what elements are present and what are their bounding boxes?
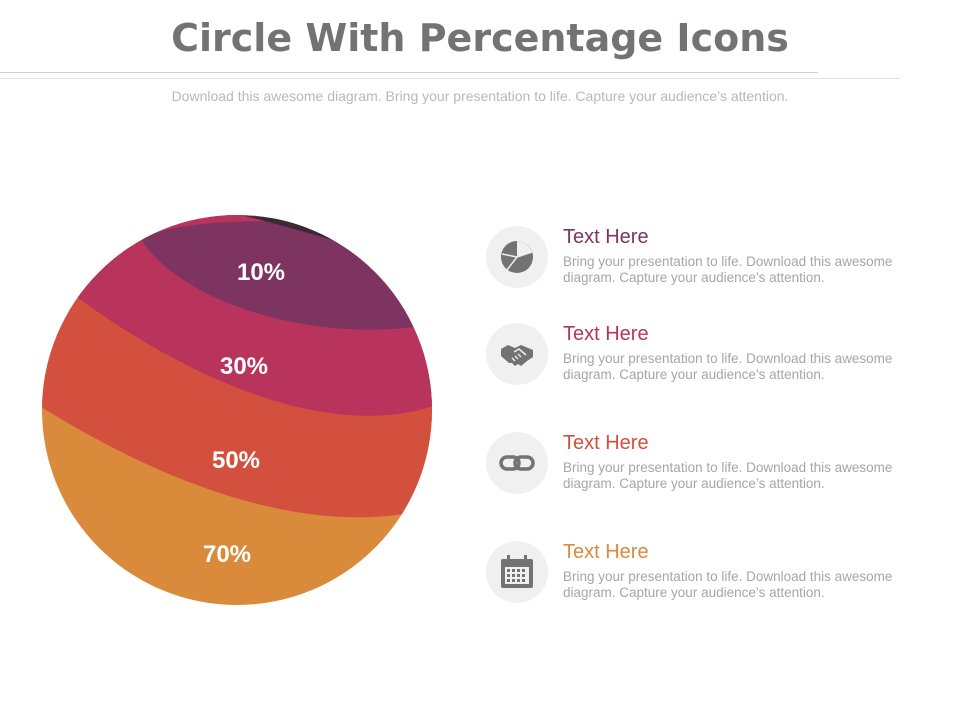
- handshake-icon: [501, 345, 533, 366]
- percentage-sphere: 10% 30% 50% 70%: [42, 215, 432, 605]
- band-label-30: 30%: [220, 353, 268, 380]
- item-title: Text Here: [563, 226, 649, 248]
- item-description: Bring your presentation to life. Downloa…: [563, 460, 893, 491]
- info-item-2: Text Here Bring your presentation to lif…: [486, 323, 926, 393]
- calendar-icon: [501, 555, 533, 588]
- title-divider: [0, 72, 818, 73]
- item-title: Text Here: [563, 432, 649, 454]
- page-title: Circle With Percentage Icons: [171, 16, 789, 60]
- link-icon: [499, 455, 535, 471]
- info-item-4: Text Here Bring your presentation to lif…: [486, 541, 926, 611]
- item-description: Bring your presentation to life. Downloa…: [563, 351, 893, 382]
- item-title: Text Here: [563, 323, 649, 345]
- band-label-50: 50%: [212, 447, 260, 474]
- icon-badge: [486, 541, 548, 603]
- info-item-1: Text Here Bring your presentation to lif…: [486, 226, 926, 296]
- icon-badge: [486, 323, 548, 385]
- band-label-70: 70%: [203, 541, 251, 568]
- item-description: Bring your presentation to life. Downloa…: [563, 254, 893, 285]
- pie-chart-icon: [501, 241, 533, 273]
- icon-badge: [486, 226, 548, 288]
- item-title: Text Here: [563, 541, 649, 563]
- info-item-3: Text Here Bring your presentation to lif…: [486, 432, 926, 502]
- page-subtitle: Download this awesome diagram. Bring you…: [171, 88, 789, 104]
- item-description: Bring your presentation to life. Downloa…: [563, 569, 893, 600]
- icon-badge: [486, 432, 548, 494]
- title-divider-secondary: [0, 78, 900, 79]
- band-label-10: 10%: [237, 259, 285, 286]
